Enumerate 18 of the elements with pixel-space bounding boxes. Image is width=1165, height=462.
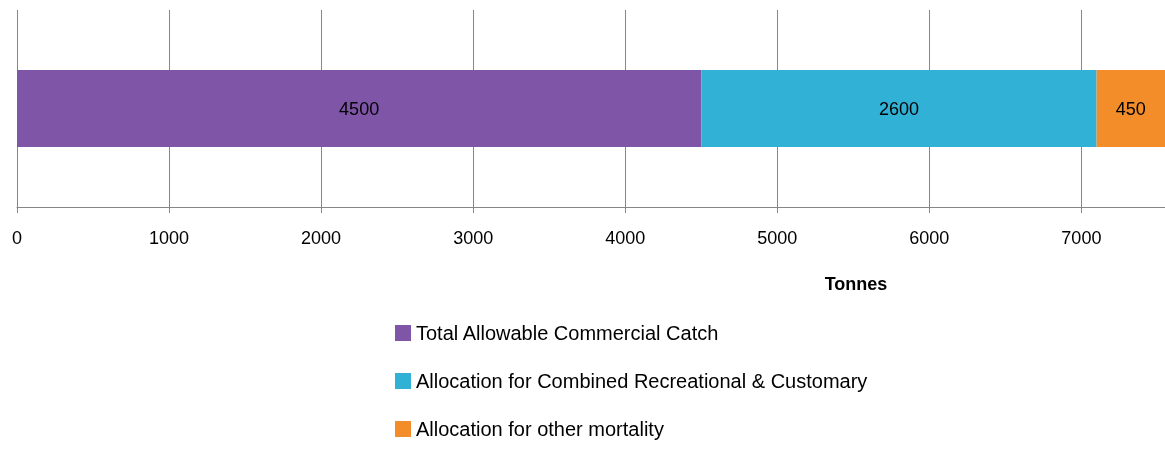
x-tick-label: 6000 <box>909 228 950 248</box>
x-tick-label: 2000 <box>301 228 342 248</box>
x-tick-label: 5000 <box>757 228 798 248</box>
data-label: 450 <box>1115 98 1146 119</box>
data-label: 2600 <box>878 98 919 119</box>
x-tick-label: 1000 <box>149 228 190 248</box>
legend-label: Total Allowable Commercial Catch <box>416 322 719 344</box>
x-tick-label: 4000 <box>605 228 646 248</box>
bar <box>1096 70 1165 147</box>
bar <box>701 70 1097 147</box>
x-tick-label: 7000 <box>1061 228 1102 248</box>
x-axis-title: Tonnes <box>824 274 888 294</box>
legend-label: Allocation for other mortality <box>416 418 664 440</box>
bar <box>17 70 702 147</box>
data-label: 4500 <box>339 98 380 119</box>
x-tick-label: 3000 <box>453 228 494 248</box>
x-tick-label: 0 <box>11 228 23 248</box>
legend-label: Allocation for Combined Recreational & Customary <box>416 370 868 392</box>
